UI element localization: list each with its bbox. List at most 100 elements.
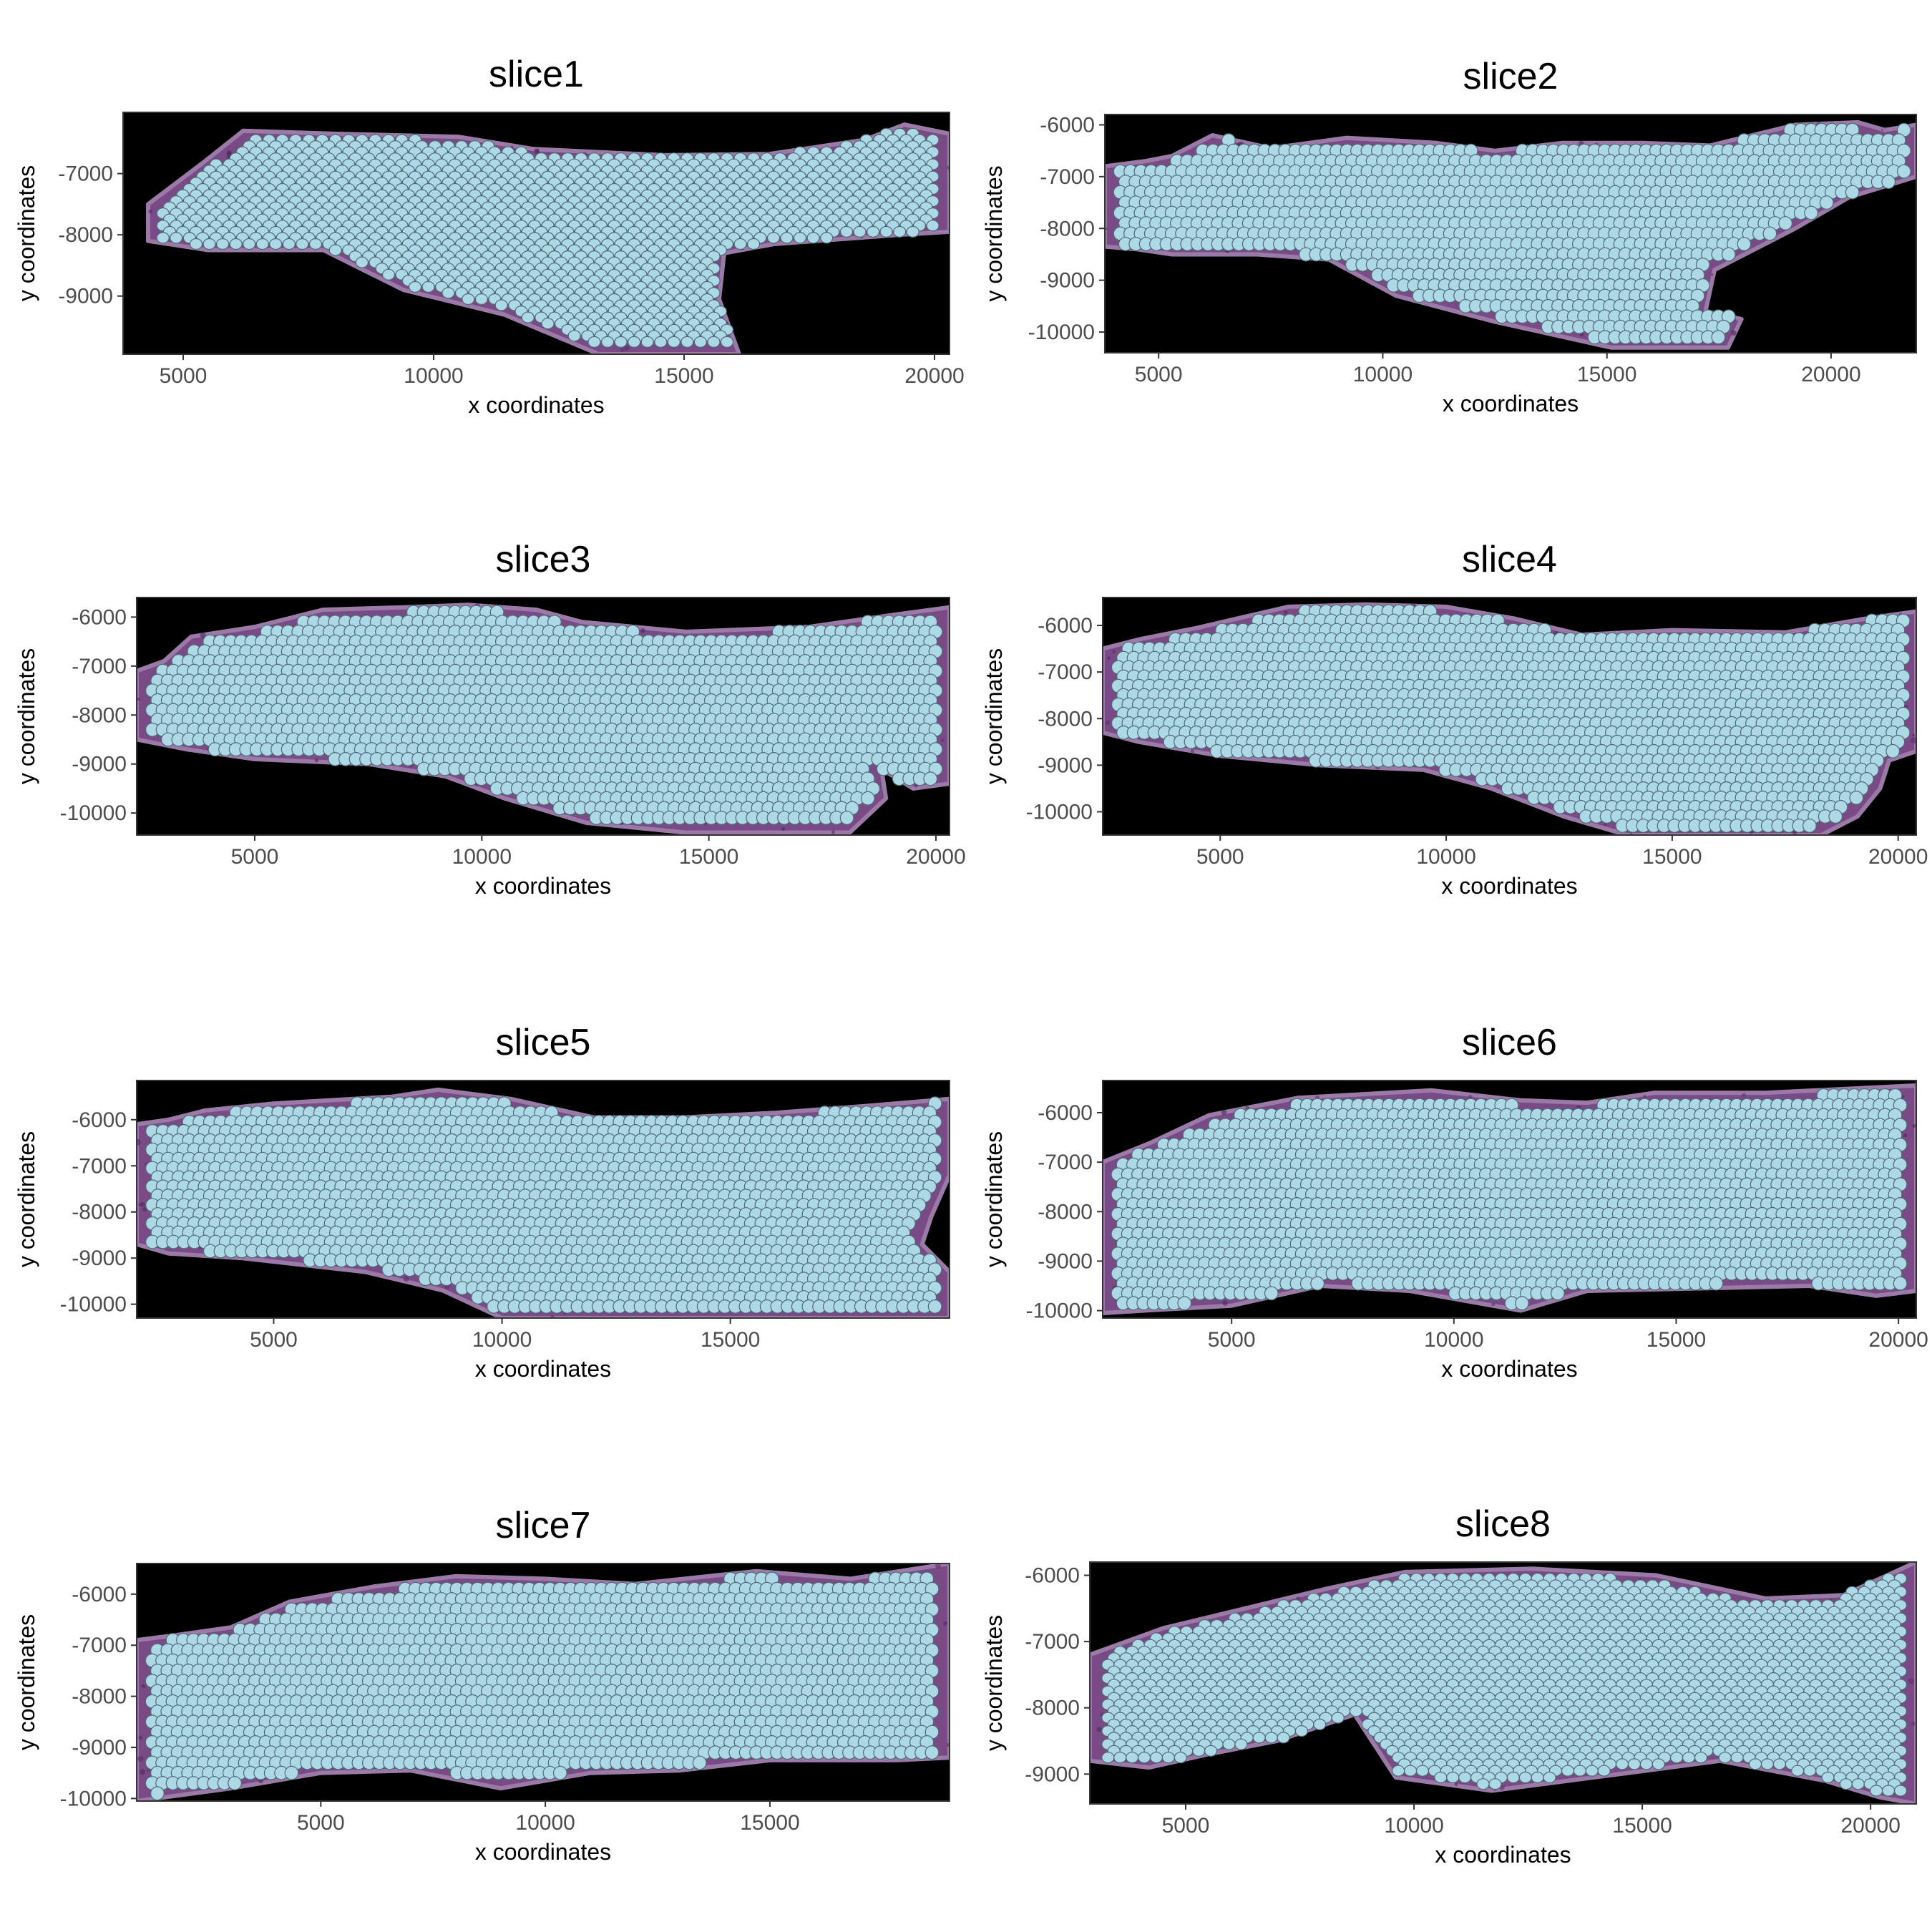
tissue-texture bbox=[781, 826, 786, 831]
spot-point bbox=[462, 293, 475, 306]
spot-point bbox=[640, 336, 654, 348]
spot-point bbox=[189, 238, 203, 250]
tissue-texture bbox=[200, 632, 206, 638]
spot-point bbox=[408, 280, 422, 293]
spot-point bbox=[587, 336, 601, 348]
chart-panel-3: 5000 10000 15000 20000-10000-9000-8000-7000… bbox=[14, 539, 966, 899]
spot-point bbox=[733, 238, 747, 250]
tissue-texture bbox=[620, 348, 625, 352]
spot-point bbox=[381, 268, 396, 280]
spot-point bbox=[474, 293, 489, 306]
spot-point bbox=[780, 232, 794, 244]
x-tick-label: 20000 bbox=[1801, 363, 1860, 386]
x-tick-label: 5000 bbox=[1135, 363, 1183, 386]
spot-point bbox=[156, 232, 170, 244]
x-tick-label: 15000 bbox=[679, 845, 738, 869]
spot-point bbox=[667, 336, 680, 348]
chart-title: slice1 bbox=[489, 54, 584, 95]
y-tick-label: -10000 bbox=[60, 801, 127, 825]
spot-point bbox=[1737, 237, 1752, 251]
tissue-texture bbox=[1731, 330, 1737, 336]
spot-point bbox=[567, 330, 581, 342]
spot-point bbox=[693, 336, 708, 348]
y-tick-label: -9000 bbox=[58, 285, 113, 308]
spot-point bbox=[328, 244, 342, 256]
x-tick-label: 5000 bbox=[231, 845, 279, 869]
spots-layer bbox=[156, 127, 940, 348]
tissue-texture bbox=[623, 345, 630, 351]
spot-point bbox=[746, 238, 761, 250]
spot-point bbox=[229, 238, 243, 250]
x-axis-title: x coordinates bbox=[468, 392, 604, 418]
chart-title: slice3 bbox=[496, 539, 591, 580]
spot-point bbox=[1896, 164, 1911, 179]
tissue-texture bbox=[314, 758, 319, 763]
spot-point bbox=[1881, 175, 1896, 190]
y-tick-label: -10000 bbox=[1028, 321, 1095, 344]
spot-point bbox=[1845, 185, 1860, 200]
panel-border bbox=[122, 112, 950, 355]
spot-point bbox=[866, 225, 880, 238]
y-axis-title: y coordinates bbox=[981, 165, 1007, 301]
tissue-texture bbox=[1105, 720, 1111, 726]
spots-layer bbox=[1111, 604, 1911, 833]
spot-point bbox=[707, 336, 721, 348]
spot-point bbox=[806, 232, 820, 244]
chart-panel-2: 5000 10000 15000 20000-10000-9000-8000-7000… bbox=[981, 56, 1917, 416]
spot-point bbox=[355, 256, 369, 268]
y-axis-title: y coordinates bbox=[14, 648, 39, 784]
y-tick-label: -6000 bbox=[1040, 113, 1095, 137]
spot-point bbox=[654, 336, 668, 348]
spot-point bbox=[255, 238, 269, 250]
tissue-texture bbox=[1604, 823, 1606, 826]
spot-point bbox=[308, 238, 323, 250]
spot-point bbox=[1711, 330, 1726, 345]
spot-point bbox=[839, 811, 854, 825]
y-tick-label: -8000 bbox=[58, 223, 113, 247]
tissue-texture bbox=[1111, 650, 1116, 654]
spot-point bbox=[521, 311, 535, 323]
spot-point bbox=[421, 280, 435, 293]
y-axis-title: y coordinates bbox=[14, 165, 39, 301]
tissue-texture bbox=[1881, 129, 1884, 131]
y-tick-label: -9000 bbox=[1040, 269, 1095, 293]
x-tick-label: 15000 bbox=[1577, 363, 1636, 386]
tissue-texture bbox=[1911, 737, 1916, 743]
y-tick-label: -7000 bbox=[72, 655, 127, 678]
spot-point bbox=[923, 771, 938, 786]
y-tick-label: -8000 bbox=[72, 703, 127, 727]
spot-point bbox=[296, 238, 309, 250]
spot-point bbox=[860, 791, 875, 806]
spot-point bbox=[820, 232, 834, 244]
tissue-texture bbox=[1190, 748, 1195, 753]
x-axis-title: x coordinates bbox=[1443, 391, 1579, 416]
spot-point bbox=[720, 336, 734, 348]
spot-point bbox=[170, 232, 183, 244]
spot-point bbox=[853, 225, 867, 238]
spot-point bbox=[541, 318, 555, 330]
spot-point bbox=[893, 225, 907, 238]
x-tick-label: 10000 bbox=[452, 845, 512, 869]
tissue-texture bbox=[640, 628, 645, 633]
panel-border bbox=[1104, 114, 1917, 353]
tissue-texture bbox=[148, 209, 152, 214]
spot-point bbox=[614, 336, 628, 348]
y-tick-label: -7000 bbox=[58, 162, 113, 186]
tissue-texture bbox=[1912, 733, 1915, 737]
x-tick-label: 10000 bbox=[404, 364, 463, 388]
spot-point bbox=[793, 232, 807, 244]
spot-point bbox=[680, 336, 694, 348]
panel-border bbox=[136, 597, 950, 836]
spot-point bbox=[839, 225, 854, 238]
x-tick-label: 20000 bbox=[904, 364, 964, 388]
spot-point bbox=[1762, 226, 1777, 241]
spot-point bbox=[926, 220, 940, 232]
x-tick-label: 20000 bbox=[906, 845, 965, 869]
tissue-texture bbox=[137, 697, 140, 701]
spot-point bbox=[441, 287, 455, 299]
x-axis-title: x coordinates bbox=[475, 873, 611, 899]
spot-point bbox=[766, 232, 781, 244]
spot-point bbox=[494, 299, 508, 311]
spot-point bbox=[1819, 195, 1834, 210]
